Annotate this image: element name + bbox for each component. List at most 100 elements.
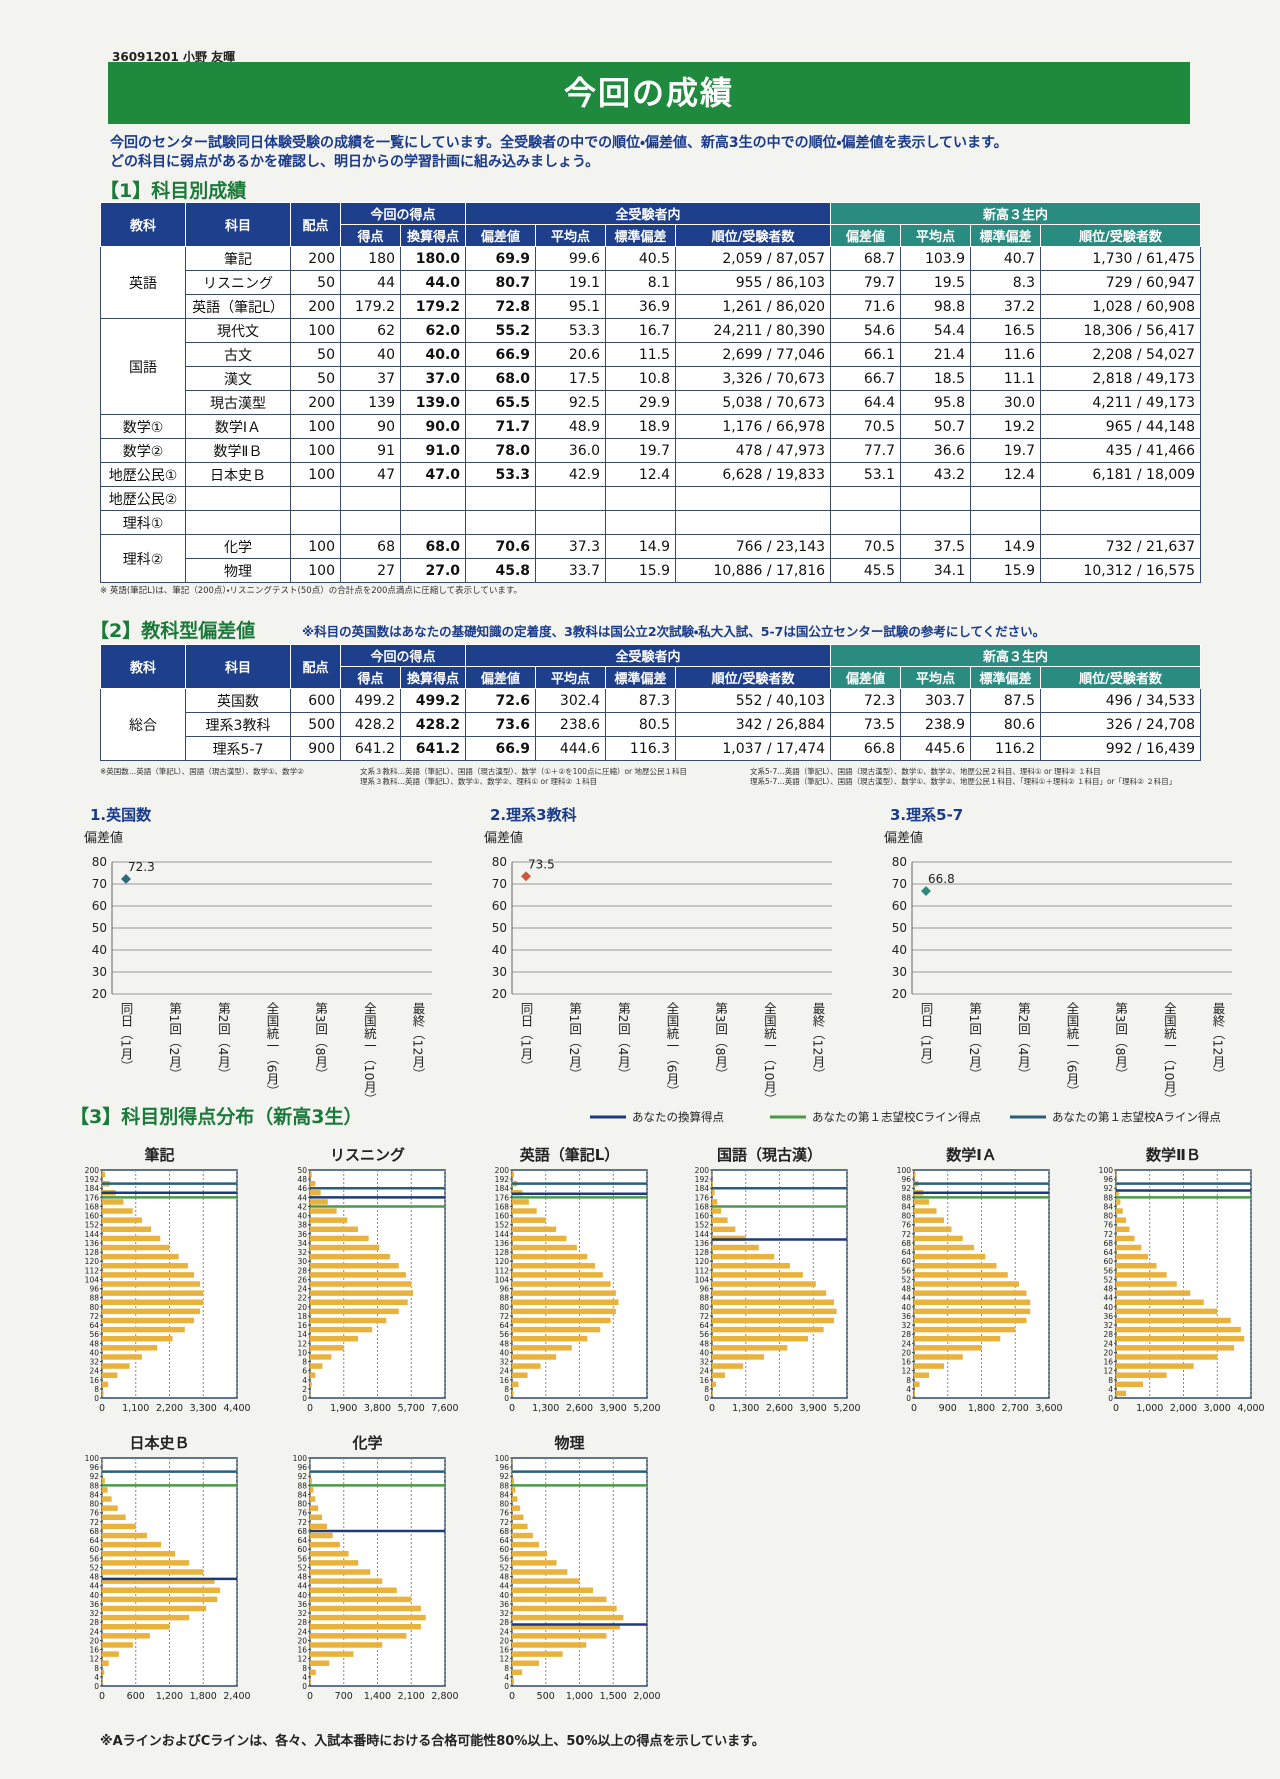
y-tick-label: 80 [499,1500,509,1509]
histogram-bar [102,1541,162,1548]
histogram-bar [512,1669,523,1676]
y-tick-label: 152 [85,1221,100,1230]
histogram-bar [310,1235,369,1242]
y-tick-label: 32 [89,1358,99,1367]
value-cell: 1,261 / 86,020 [675,294,832,319]
histogram-bar [102,1217,142,1223]
y-tick-label: 44 [1103,1294,1113,1303]
histogram-bar [512,1299,619,1305]
footnote: 文系5-7…英語（筆記L）、国語（現古漢型）、数学①、数学②、地歴公民２科目、理… [750,767,1220,787]
histogram-bar [712,1263,790,1269]
y-tick-label: 160 [85,1212,100,1221]
section-title: 【1】科目別成績 [100,180,247,202]
value-cell: 4,211 / 49,173 [1040,390,1202,415]
y-tick-label: 28 [499,1618,509,1627]
y-tick-label: 16 [89,1376,99,1385]
y-tick-label: 40 [89,1348,99,1357]
histogram-bar [102,1605,207,1612]
empty-cell [900,486,972,511]
header-cell: 順位/受験者数 [1040,666,1202,689]
histogram-bar [310,1199,328,1205]
y-tick-label: 60 [1103,1257,1113,1266]
y-tick-label: 8 [302,1358,307,1367]
y-tick-label: 192 [495,1175,510,1184]
y-tick-label: 4 [302,1673,307,1682]
y-tick-label: 12 [297,1339,307,1348]
x-tick-label: 同日（1月） [919,1002,934,1072]
histogram-bar [512,1253,588,1260]
y-tick-label: 40 [89,1591,99,1600]
y-tick-label: 64 [89,1536,99,1545]
empty-cell [399,486,467,511]
value-cell: 302.4 [535,688,607,713]
x-tick-label: 700 [335,1691,353,1702]
y-tick-label: 36 [901,1312,911,1321]
value-cell: 238.9 [900,712,972,737]
histogram-bar [102,1335,173,1342]
histogram-bar [102,1244,170,1251]
intro-text: 今回のセンター試験同日体験受験の成績を一覧にしています。全受験者の中での順位・偏… [110,135,1008,151]
header-group: 今回の得点 [339,202,467,225]
histogram-bar [310,1569,371,1575]
footnote-line: 理系5-7…英語（筆記L）、国語（現古漢型）、数学①、数学②、地歴公民１科目、「… [750,777,1177,786]
histogram-bar [310,1478,312,1484]
y-tick-label: 0 [1108,1394,1113,1403]
y-tick-label: 40 [297,1591,307,1600]
header-row: 教科 科目 配点 今回の得点 全受験者内 新高３生内 [100,202,1202,247]
footnote: 文系３教科…英語（筆記L）、国語（現古漢型）、数学（①＋②を100点に圧縮）or… [360,767,740,787]
x-tick-label: 2,000 [1170,1403,1197,1414]
histogram-bar [310,1180,316,1187]
y-tick-label: 48 [297,1175,307,1184]
y-tick-label: 64 [297,1536,307,1545]
y-tick-label: 96 [699,1285,709,1294]
histogram-bar [310,1496,316,1502]
histogram-bar [310,1532,333,1539]
row: 地歴公民② [100,486,1202,511]
y-tick-label: 8 [906,1376,911,1385]
y-tick-label: 0 [302,1682,307,1691]
y-tick-label: 0 [504,1394,509,1403]
histogram-bar [512,1217,546,1223]
x-tick-label: 1,100 [122,1403,149,1414]
x-tick-label: 2,400 [223,1691,250,1702]
histogram-bar [1116,1235,1135,1242]
histogram-bar [712,1299,835,1305]
y-tick-label: 92 [901,1184,911,1193]
histogram-bar [1116,1208,1123,1214]
value-cell: 68.7 [830,246,902,271]
chart-title: 化学 [351,1434,382,1452]
histogram-bar [102,1171,106,1178]
y-tick-label: 84 [499,1490,509,1499]
y-tick-label: 96 [499,1285,509,1294]
value-cell: 79.7 [830,270,902,295]
value-cell: 3,326 / 70,673 [675,366,832,391]
section-title: 【2】教科型偏差値 [90,620,256,642]
y-tick-label: 112 [695,1266,710,1275]
x-tick-label: 1,200 [156,1691,183,1702]
histogram-bar [310,1190,321,1196]
x-tick-label: 3,900 [800,1403,827,1414]
y-tick-label: 4 [302,1376,307,1385]
y-tick-label: 28 [901,1330,911,1339]
histogram-bar [512,1381,519,1388]
y-tick-label: 8 [94,1664,99,1673]
y-tick-label: 20 [89,1636,99,1645]
subject-cell: 理系5-7 [185,736,291,761]
y-tick-label: 36 [499,1600,509,1609]
y-tick-label: 80 [297,1500,307,1509]
histogram-bar [310,1596,412,1603]
row: 理科② 化学 100 68 68.0 70.6 37.3 14.9 766 / 23,143 70… [100,534,1202,583]
empty-cell [830,510,902,535]
histogram-bar [914,1335,1001,1342]
y-tick-label: 136 [85,1239,100,1248]
y-tick-label: 24 [297,1285,307,1294]
y-tick-label: 72 [297,1518,307,1527]
chart-title: 日本史Ｂ [129,1434,189,1452]
data-label: 72.3 [128,860,155,874]
histogram-bar [712,1217,728,1223]
empty-cell [1040,510,1202,535]
y-tick-label: 60 [297,1545,307,1554]
x-tick-label: 最終（12月） [411,1002,426,1080]
x-tick-label: 1,800 [190,1691,217,1702]
y-tick-label: 44 [89,1582,99,1591]
